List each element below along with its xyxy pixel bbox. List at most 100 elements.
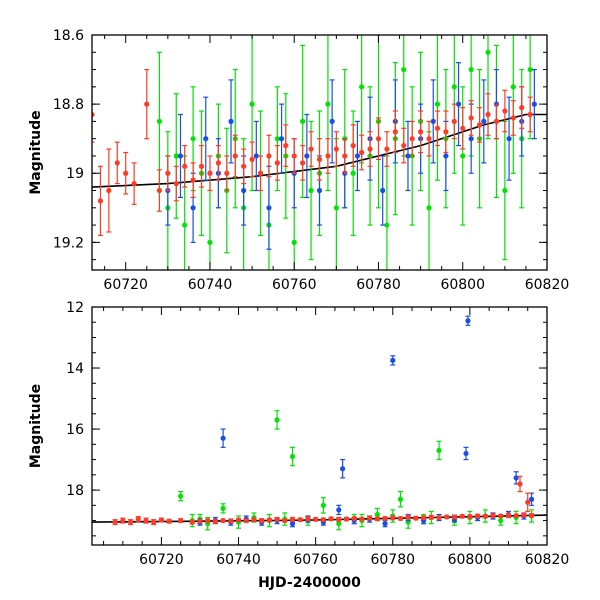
x-tick-label: 60780 <box>370 552 415 568</box>
data-point <box>316 187 323 194</box>
data-point <box>320 502 326 508</box>
data-point <box>144 101 150 107</box>
data-point <box>467 514 473 520</box>
data-point <box>178 493 184 499</box>
data-point <box>397 496 404 502</box>
series-0 <box>178 410 535 531</box>
data-point <box>409 136 415 142</box>
data-point <box>249 156 255 163</box>
data-point <box>490 513 496 519</box>
data-point <box>205 517 211 524</box>
x-tick-label: 60740 <box>188 277 233 293</box>
data-point <box>308 146 314 152</box>
data-point <box>251 517 257 523</box>
data-point <box>359 84 365 90</box>
data-point <box>220 517 226 524</box>
data-point <box>232 153 238 159</box>
data-point <box>528 496 535 502</box>
data-point <box>513 513 519 519</box>
data-point <box>291 153 297 159</box>
series-2 <box>92 68 533 237</box>
y-tick-label: 14 <box>66 361 84 377</box>
y-tick-label: 18.8 <box>53 97 84 113</box>
data-point <box>460 153 466 159</box>
data-point <box>224 170 230 176</box>
data-point <box>401 66 407 73</box>
plot-area <box>92 35 547 270</box>
data-point <box>367 146 373 152</box>
data-point <box>430 118 436 124</box>
data-point <box>374 511 380 518</box>
data-point <box>127 519 134 525</box>
data-point <box>340 466 346 472</box>
data-point <box>253 153 259 159</box>
data-point <box>190 177 196 183</box>
data-point <box>506 136 512 142</box>
data-point <box>241 187 247 194</box>
data-point <box>390 357 396 363</box>
axes-frame <box>91 306 548 546</box>
data-point <box>517 481 523 487</box>
y-axis-label: Magnitude <box>28 384 44 468</box>
data-point <box>476 122 483 128</box>
axes-frame <box>91 34 548 271</box>
data-point <box>505 512 512 519</box>
data-point <box>158 517 165 523</box>
data-point <box>325 153 331 159</box>
data-point <box>350 170 356 176</box>
data-point <box>359 516 365 522</box>
data-point <box>173 181 179 187</box>
x-tick-label: 60820 <box>525 277 570 293</box>
data-point <box>297 517 303 523</box>
data-point <box>329 118 335 124</box>
top-panel: 60720 60740 60760 60780 60800 60820 18.6 18.8 19… <box>28 28 570 293</box>
data-point <box>374 516 380 522</box>
data-point <box>165 170 171 176</box>
data-point <box>143 517 149 524</box>
x-tick-label: 60720 <box>103 277 148 293</box>
data-point <box>131 181 137 187</box>
data-point <box>207 239 213 245</box>
data-point <box>212 518 218 525</box>
y-tick-label: 19.2 <box>53 235 84 251</box>
data-point <box>468 66 474 73</box>
data-point <box>451 84 457 90</box>
data-point <box>485 111 491 118</box>
series-2 <box>112 475 535 526</box>
data-point <box>392 129 398 135</box>
data-point <box>257 170 264 176</box>
y-axis-label: Magnitude <box>28 110 44 194</box>
data-point <box>527 111 533 118</box>
data-point <box>259 517 265 524</box>
data-point <box>189 519 195 525</box>
data-point <box>182 222 188 228</box>
data-point <box>313 516 319 522</box>
data-point <box>156 118 163 124</box>
data-point <box>274 160 280 166</box>
data-point <box>316 156 323 163</box>
data-point <box>401 142 407 149</box>
data-point <box>459 513 465 519</box>
data-point <box>451 118 457 124</box>
x-tick-label: 60720 <box>139 552 184 568</box>
data-point <box>468 115 474 121</box>
series-1 <box>197 315 535 528</box>
data-point <box>235 517 242 523</box>
data-point <box>177 153 184 159</box>
data-point <box>436 514 442 521</box>
data-point <box>112 519 118 525</box>
data-point <box>428 514 434 520</box>
data-point <box>120 517 126 524</box>
data-point <box>336 516 342 522</box>
data-point <box>343 516 350 522</box>
data-point <box>308 187 314 194</box>
data-point <box>384 222 390 228</box>
data-point <box>166 518 172 524</box>
data-point <box>274 516 280 522</box>
data-point <box>283 142 289 149</box>
y-tick-label: 12 <box>66 300 84 316</box>
data-point <box>156 187 163 194</box>
data-point <box>220 435 226 441</box>
data-point <box>465 318 471 324</box>
x-tick-label: 60740 <box>216 552 261 568</box>
